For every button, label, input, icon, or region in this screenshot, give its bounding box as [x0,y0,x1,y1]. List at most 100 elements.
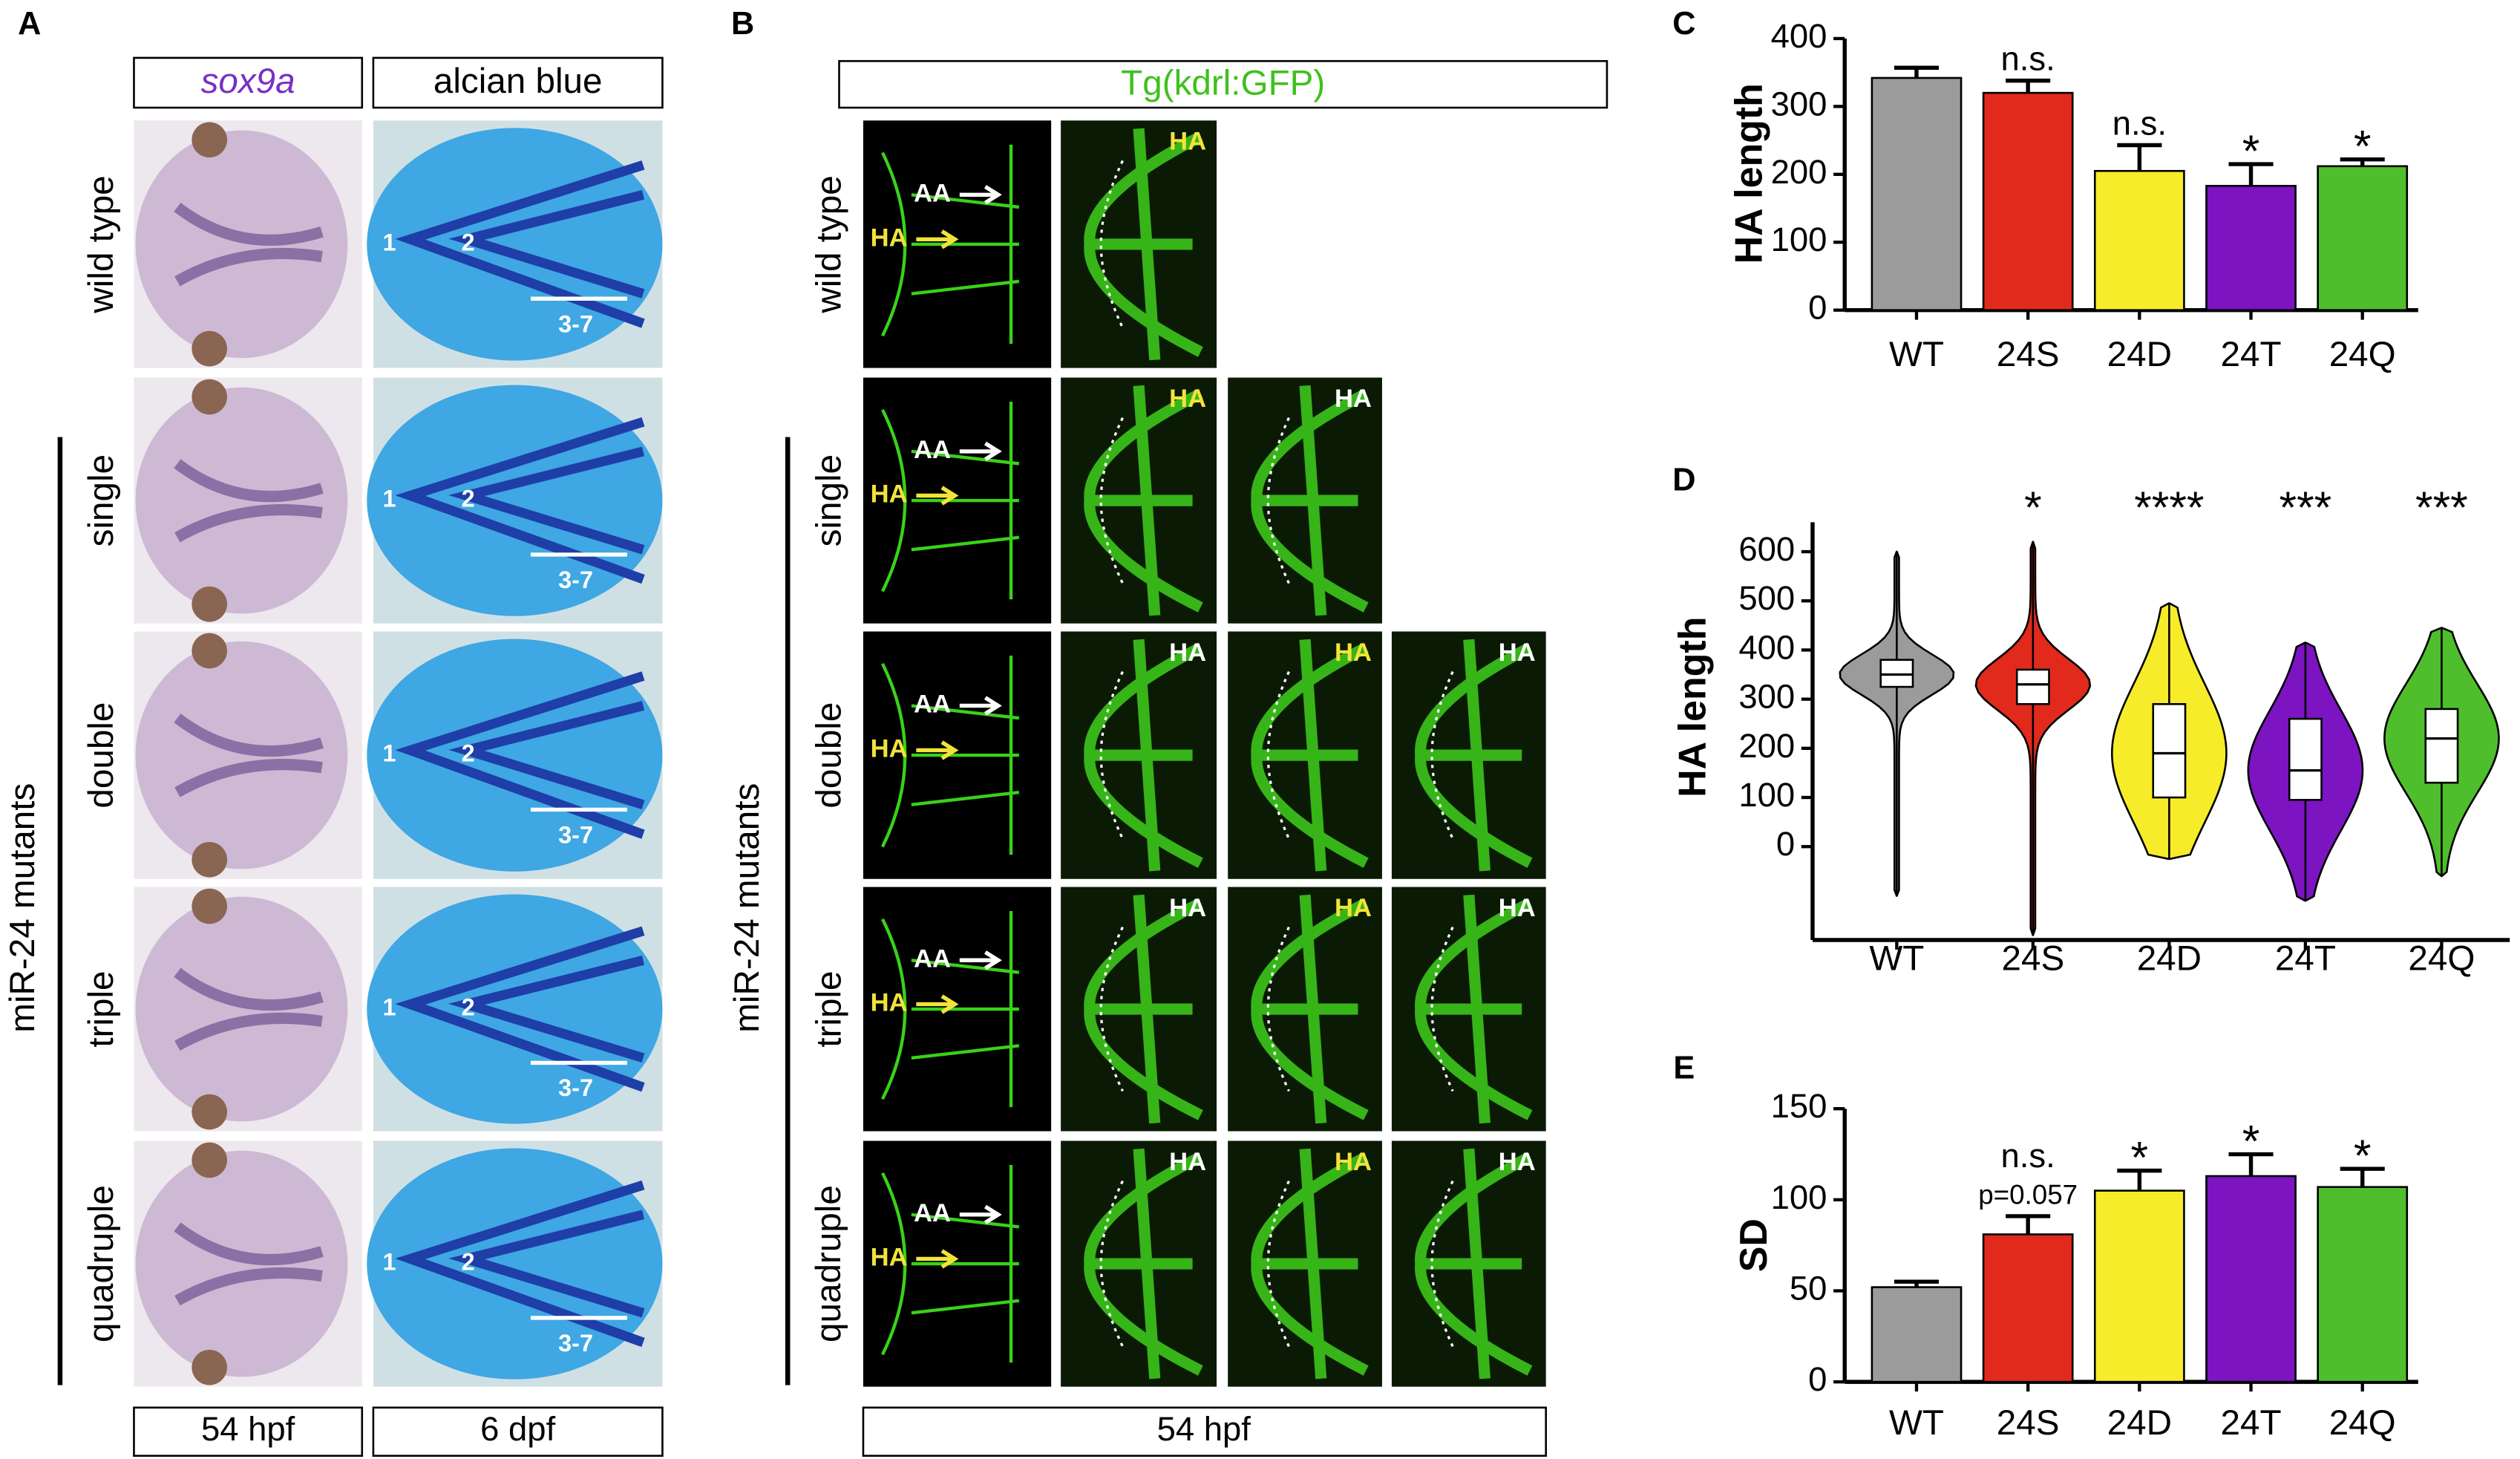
image-label: HA [1335,894,1372,922]
group-label: miR-24 mutants [3,783,42,1033]
vessel [880,144,1020,345]
vessel [1415,894,1533,1124]
vessel [1415,639,1533,872]
vessel [881,911,1020,1108]
vessel [880,402,1020,600]
vessel [1084,894,1203,1124]
bar [2317,165,2409,311]
cartilage-label: 1 [383,486,396,512]
annotation: **** [2134,482,2204,532]
bar [1871,1286,1963,1383]
arrow-label: HA [871,480,908,509]
y-tick-label: 0 [1808,1360,1827,1398]
bar [2317,1186,2409,1383]
cartilage-label: 1 [383,1249,396,1276]
arrow-label: AA [914,179,951,207]
cartilage-label: 1 [383,740,396,767]
embryo-eye [192,330,227,367]
arrow [916,229,959,249]
y-tick-label: 150 [1771,1087,1827,1125]
image-label: HA [1499,1148,1536,1176]
vessel [1415,1148,1533,1380]
cartilage-arch [395,926,645,1092]
panel-letter: E [1673,1051,1695,1086]
axis-title: SD [1732,1218,1776,1272]
column-footer: 6 dpf [480,1410,555,1448]
embryo-head [135,387,348,614]
annotation: * [2242,1116,2260,1166]
y-tick-label: 400 [1771,17,1827,55]
y-tick-label: 100 [1771,221,1827,258]
x-tick-label: 24D [2107,1403,2172,1443]
panel-letter: C [1672,6,1695,42]
cartilage-arch [395,417,645,584]
image-label: HA [1169,385,1206,413]
column-footer: 54 hpf [201,1410,295,1448]
embryo-eye [192,633,227,669]
panel-letter: B [731,6,754,42]
annotation: * [2354,1130,2372,1181]
image-label: HA [1499,639,1536,667]
cartilage-label: 3-7 [558,822,593,849]
embryo-head [135,130,348,359]
arrow [916,740,959,760]
y-tick-label: 100 [1771,1178,1827,1216]
embryo-head [135,641,348,869]
arrow-label: AA [914,691,951,719]
x-tick-label: 24D [2107,335,2172,374]
header-box [838,59,1608,109]
embryo-eye [192,122,227,158]
embryo-head [135,1150,348,1377]
embryo-eye [192,1142,227,1178]
box [1879,659,1914,688]
axis-title: HA length [1727,83,1770,264]
image-label: HA [1335,1148,1372,1176]
annotation-note: p=0.057 [1978,1180,2078,1210]
outline [1099,670,1124,840]
arrow [959,696,1002,716]
box [2288,717,2323,801]
row-label: quadruple [809,1185,848,1342]
embryo-stain [174,967,324,1051]
group-label: miR-24 mutants [727,783,767,1033]
header-box [133,56,364,109]
image-label: HA [1335,385,1372,413]
annotation: *** [2280,482,2332,532]
image-label: HA [1169,639,1206,667]
row-label: wild type [809,175,848,313]
embryo-stain [174,202,324,287]
vessel [1251,385,1369,616]
y-tick-label: 100 [1738,776,1795,814]
vessel [880,655,1020,855]
arrow-label: AA [914,1199,951,1227]
embryo-eye [192,1349,227,1385]
arrow [916,486,959,506]
axis-title: HA length [1672,617,1715,797]
x-tick-label: 24S [1997,335,2060,374]
row-label: single [809,454,848,546]
vessel [1251,639,1369,872]
vessel [1084,128,1203,361]
arrow [916,994,959,1014]
y-tick-label: 600 [1738,530,1795,568]
x-tick-label: 24T [2221,335,2282,374]
row-label: double [809,702,848,809]
row-label: double [82,702,121,809]
row-label: quadruple [82,1185,121,1342]
box [2152,702,2187,799]
bar [2205,185,2297,311]
outline [1099,160,1124,329]
embryo-eye [192,379,227,415]
panel-letter: A [18,6,41,42]
y-tick-label: 200 [1738,727,1795,765]
x-tick-label: 24Q [2329,1403,2396,1443]
panel-letter: D [1672,463,1695,498]
y-tick-label: 0 [1776,825,1795,863]
annotation: * [2024,482,2042,532]
bar [1871,76,1963,311]
bar [1982,1233,2074,1383]
box [2015,668,2050,705]
footer-box [133,1406,364,1457]
x-tick-label: 24S [1997,1403,2060,1443]
vessel [1084,1148,1203,1380]
